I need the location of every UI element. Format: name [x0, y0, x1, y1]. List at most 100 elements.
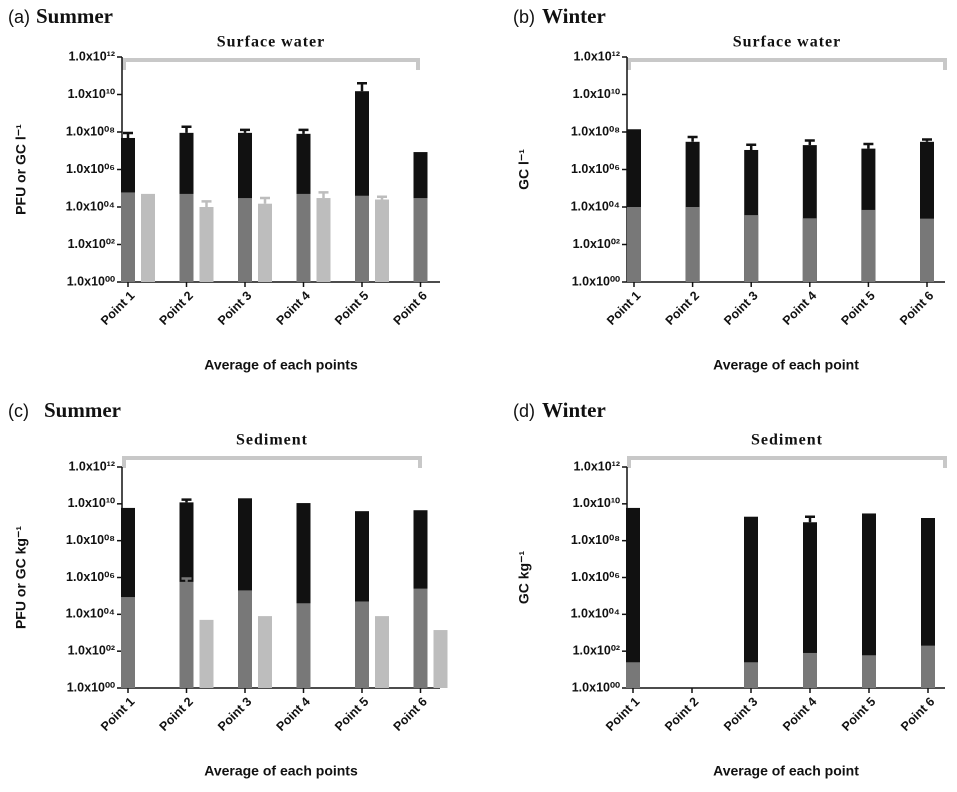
x-tick-label: Point 5 — [838, 289, 877, 328]
bar — [920, 218, 934, 282]
x-tick-label: Point 2 — [157, 289, 196, 328]
error-bar — [181, 498, 192, 503]
y-tick-label: 1.0x10⁰⁰ — [67, 680, 116, 694]
bar — [121, 597, 135, 688]
x-tick-label: Point 6 — [897, 289, 936, 328]
x-axis-label: Average of each points — [204, 763, 358, 779]
y-tick-label: 1.0x10⁰⁸ — [66, 533, 115, 547]
bar — [199, 619, 214, 688]
x-tick-label: Point 1 — [98, 289, 137, 328]
bracket — [627, 58, 947, 70]
bar — [744, 662, 758, 688]
x-axis-label: Average of each point — [713, 357, 859, 373]
error-bar — [181, 125, 192, 133]
error-bar — [863, 142, 874, 149]
panel-label: (c) — [8, 401, 29, 421]
bar — [296, 193, 311, 282]
x-axis-label: Average of each points — [204, 357, 358, 373]
x-tick-label: Point 6 — [898, 695, 937, 734]
annotation: Sediment — [236, 432, 308, 449]
annotation: Surface water — [733, 34, 842, 51]
panel-label: (b) — [513, 7, 535, 27]
bar — [296, 603, 311, 688]
panel-label: (d) — [513, 401, 535, 421]
annotation: Surface water — [217, 34, 326, 51]
error-bar — [377, 195, 387, 200]
x-tick-label: Point 4 — [780, 695, 819, 734]
panel-title: Winter — [542, 4, 606, 28]
error-bar — [804, 139, 815, 146]
y-axis-label: GC l⁻¹ — [516, 149, 532, 190]
bar — [803, 522, 817, 688]
bar — [258, 616, 272, 688]
bar — [685, 207, 700, 282]
y-tick-label: 1.0x10⁰² — [573, 237, 620, 251]
bar — [141, 193, 155, 282]
panel-title: Summer — [36, 4, 113, 28]
x-tick-label: Point 6 — [391, 695, 430, 734]
y-tick-label: 1.0x10⁰⁶ — [66, 570, 115, 584]
error-bar — [922, 138, 932, 142]
y-tick-label: 1.0x10¹² — [68, 459, 115, 473]
y-tick-label: 1.0x10⁰⁶ — [571, 570, 620, 584]
panel-title: Summer — [44, 398, 121, 422]
y-tick-label: 1.0x10⁰⁸ — [66, 124, 115, 138]
bar — [626, 507, 640, 688]
error-bar — [687, 135, 698, 142]
bar — [921, 645, 935, 688]
panel-title: Winter — [542, 398, 606, 422]
error-bar — [181, 577, 192, 582]
y-tick-label: 1.0x10¹² — [573, 459, 620, 473]
y-axis-label: GC kg⁻¹ — [516, 551, 532, 605]
y-tick-label: 1.0x10⁰⁴ — [571, 607, 620, 621]
bar — [179, 581, 194, 688]
y-tick-label: 1.0x10⁰⁸ — [571, 124, 620, 138]
bar — [179, 193, 194, 282]
y-tick-label: 1.0x10¹⁰ — [68, 496, 116, 510]
bar — [238, 198, 252, 282]
x-tick-label: Point 3 — [215, 695, 254, 734]
x-tick-label: Point 2 — [157, 695, 196, 734]
bar — [375, 616, 389, 688]
y-tick-label: 1.0x10¹⁰ — [573, 496, 621, 510]
error-bar — [260, 196, 270, 204]
error-bar — [201, 200, 212, 207]
y-tick-label: 1.0x10⁰⁰ — [572, 274, 621, 288]
bar — [744, 215, 759, 282]
error-bar — [240, 128, 250, 133]
x-axis-label: Average of each point — [713, 763, 859, 779]
y-tick-label: 1.0x10¹² — [68, 49, 115, 63]
bar — [803, 652, 817, 688]
x-tick-label: Point 3 — [721, 695, 760, 734]
y-tick-label: 1.0x10⁰² — [573, 643, 620, 657]
x-tick-label: Point 5 — [839, 695, 878, 734]
x-tick-label: Point 6 — [391, 289, 430, 328]
x-tick-label: Point 1 — [98, 695, 137, 734]
bar — [413, 588, 428, 688]
bar — [355, 195, 369, 282]
y-tick-label: 1.0x10¹⁰ — [573, 87, 621, 101]
x-tick-label: Point 1 — [604, 289, 643, 328]
annotation: Sediment — [751, 432, 823, 449]
bar — [433, 630, 448, 688]
y-tick-label: 1.0x10⁰² — [68, 643, 115, 657]
x-tick-label: Point 5 — [332, 695, 371, 734]
bar — [744, 516, 758, 688]
y-tick-label: 1.0x10⁰⁴ — [66, 607, 115, 621]
x-tick-label: Point 4 — [780, 289, 819, 328]
bar — [802, 218, 817, 282]
bracket — [122, 456, 422, 468]
x-tick-label: Point 4 — [274, 695, 313, 734]
bar — [199, 207, 214, 282]
x-tick-label: Point 3 — [721, 289, 760, 328]
y-axis-label: PFU or GC l⁻¹ — [13, 124, 29, 215]
bar — [258, 203, 272, 282]
bar — [121, 192, 135, 282]
y-tick-label: 1.0x10¹² — [573, 49, 620, 63]
bar — [316, 198, 331, 282]
bracket — [627, 456, 947, 468]
bar — [861, 209, 876, 282]
y-tick-label: 1.0x10⁰⁶ — [66, 162, 115, 176]
bar — [862, 655, 876, 688]
y-tick-label: 1.0x10⁰⁰ — [67, 274, 116, 288]
